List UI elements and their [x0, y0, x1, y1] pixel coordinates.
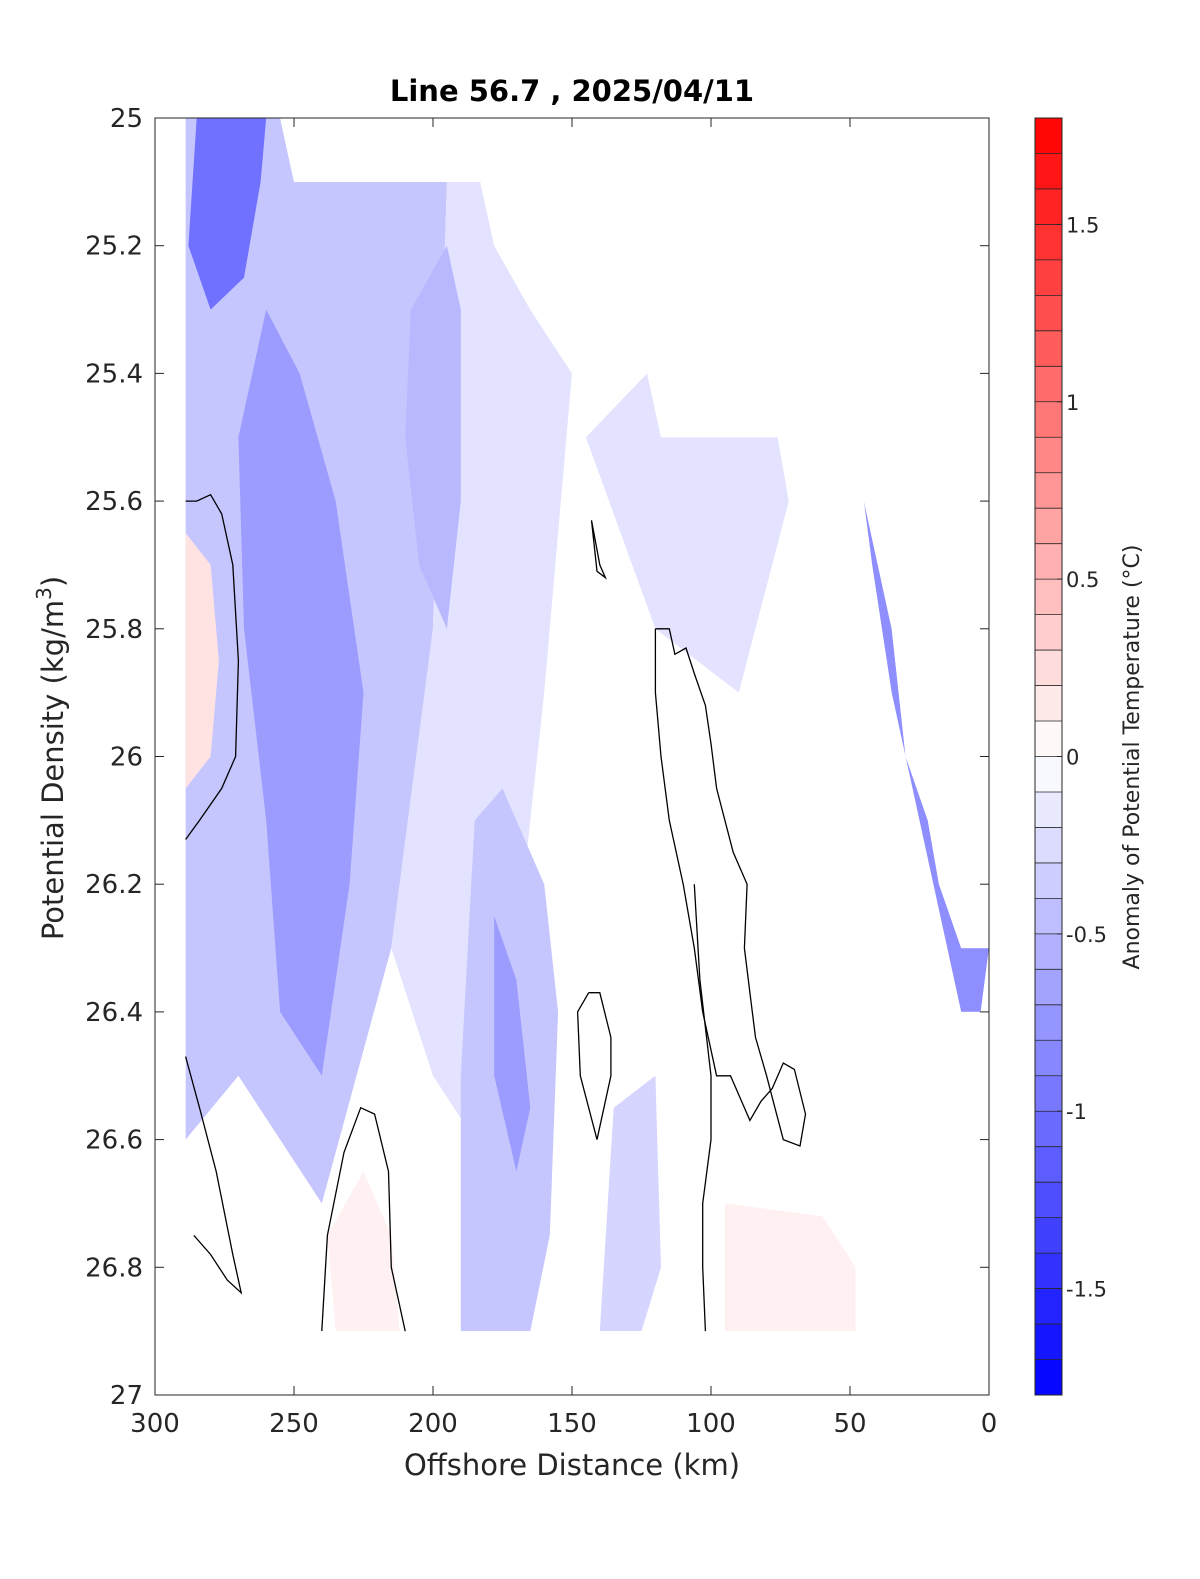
zero-contour-7	[693, 884, 712, 1332]
anomaly-region-13	[724, 1203, 856, 1332]
colorbar-band	[1035, 862, 1062, 899]
colorbar-band	[1035, 543, 1062, 580]
anomaly-region-5	[238, 309, 364, 1076]
colorbar-band	[1035, 685, 1062, 722]
x-tick-label: 50	[833, 1409, 866, 1439]
x-axis-label: Offshore Distance (km)	[404, 1448, 740, 1482]
colorbar-band	[1035, 1217, 1062, 1254]
colorbar-band	[1035, 188, 1062, 225]
colorbar-band	[1035, 1182, 1062, 1218]
y-tick-label: 26.6	[85, 1126, 143, 1156]
anomaly-region-8	[494, 916, 531, 1172]
colorbar-band	[1035, 933, 1062, 970]
y-tick-label: 25.6	[85, 487, 143, 517]
x-tick-label: 0	[981, 1409, 998, 1439]
y-tick-label: 27	[110, 1381, 143, 1411]
colorbar-band	[1035, 153, 1062, 189]
colorbar-band	[1035, 1111, 1062, 1147]
x-tick-label: 300	[130, 1409, 180, 1439]
colorbar-tick-label: 1.5	[1066, 213, 1099, 237]
colorbar-band	[1035, 650, 1062, 686]
colorbar-band	[1035, 1253, 1062, 1289]
colorbar-band	[1035, 366, 1062, 402]
zero-contour-3	[321, 1106, 406, 1332]
y-tick-label: 26.2	[85, 870, 143, 900]
colorbar-tick-label: 1	[1066, 391, 1079, 415]
y-tick-label: 26.4	[85, 998, 143, 1028]
y-tick-label: 25.4	[85, 359, 143, 389]
colorbar-band	[1035, 1004, 1062, 1041]
colorbar-band	[1035, 614, 1062, 651]
colorbar-tick-label: 0.5	[1066, 568, 1099, 592]
colorbar-band	[1035, 118, 1062, 154]
colorbar-band	[1035, 508, 1062, 544]
zero-contour-1	[185, 493, 240, 840]
anomaly-region-12	[327, 1171, 400, 1332]
zero-contour-6	[654, 628, 807, 1147]
colorbar-band	[1035, 1075, 1062, 1112]
zero-contour-4	[590, 520, 608, 580]
colorbar-band	[1035, 1359, 1062, 1395]
colorbar-band	[1035, 579, 1062, 615]
colorbar-tick-label: -1	[1066, 1100, 1087, 1124]
colorbar-band	[1035, 1040, 1062, 1076]
colorbar: -1.5 -1 -0.5 0 0.5 1 1.5	[1034, 117, 1107, 1396]
y-tick-label: 25.2	[85, 232, 143, 262]
y-tick-label: 25.8	[85, 615, 143, 645]
colorbar-tick-label: -0.5	[1066, 923, 1107, 947]
colorbar-tick-label: 0	[1066, 746, 1079, 770]
y-tick-label: 25	[110, 104, 143, 134]
anomaly-region-9	[599, 1075, 661, 1332]
anomaly-region-4	[405, 245, 461, 629]
y-axis-label-superscript: 3	[32, 587, 56, 600]
colorbar-band	[1035, 756, 1062, 792]
x-tick-label: 100	[686, 1409, 736, 1439]
axis-ticks: 300 250 200 150 100 50 0 25 25.2 25.4 25.6 25.8 26 26…	[85, 104, 997, 1439]
colorbar-band	[1035, 259, 1062, 296]
colorbar-band	[1035, 721, 1062, 757]
x-tick-label: 250	[269, 1409, 319, 1439]
y-axis-label-end: )	[36, 576, 70, 587]
colorbar-tick-label: -1.5	[1066, 1278, 1107, 1302]
anomaly-field-layer	[185, 118, 989, 1332]
anomaly-region-2	[391, 181, 572, 1140]
colorbar-band	[1035, 1146, 1062, 1183]
y-axis-label: Potential Density (kg/m3)	[32, 576, 70, 940]
colorbar-band	[1035, 437, 1062, 473]
zero-contour-5	[576, 992, 612, 1140]
anomaly-region-6	[188, 118, 267, 310]
zero-contour-layer	[184, 493, 807, 1332]
colorbar-band	[1035, 898, 1062, 934]
colorbar-band	[1035, 827, 1062, 863]
y-axis-label-main: Potential Density (kg/m	[36, 600, 70, 940]
y-tick-label: 26.8	[85, 1253, 143, 1283]
colorbar-band	[1035, 1288, 1062, 1325]
anomaly-region-11	[185, 533, 219, 789]
colorbar-band	[1035, 224, 1062, 260]
colorbar-band	[1035, 295, 1062, 331]
anomaly-region-10	[863, 501, 989, 1012]
anomaly-region-3	[585, 373, 789, 693]
zero-contour-2	[184, 1056, 243, 1295]
colorbar-band	[1035, 330, 1062, 367]
colorbar-label: Anomaly of Potential Temperature (°C)	[1120, 545, 1145, 970]
colorbar-band	[1035, 1324, 1062, 1360]
colorbar-band	[1035, 401, 1062, 438]
y-tick-label: 26	[110, 743, 143, 773]
x-tick-label: 200	[408, 1409, 458, 1439]
colorbar-band	[1035, 472, 1062, 509]
chart-title: Line 56.7 , 2025/04/11	[390, 74, 754, 108]
colorbar-band	[1035, 969, 1062, 1005]
x-tick-label: 150	[547, 1409, 597, 1439]
colorbar-band	[1035, 791, 1062, 828]
